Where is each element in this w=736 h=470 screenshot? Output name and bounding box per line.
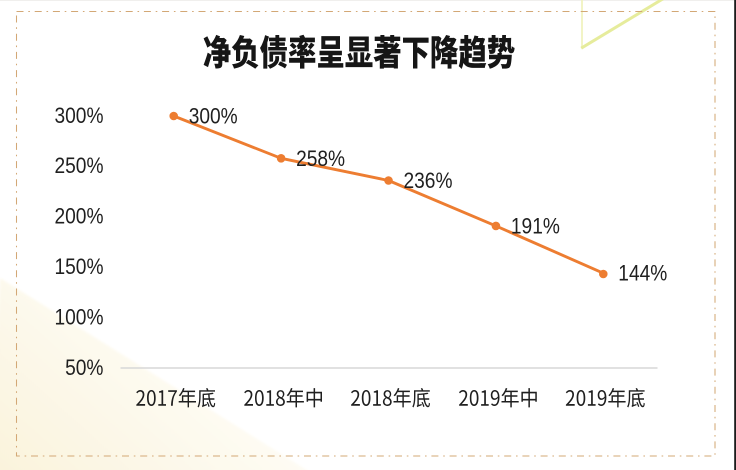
svg-text:250%: 250% [55, 153, 104, 178]
svg-text:191%: 191% [511, 213, 560, 238]
svg-text:300%: 300% [189, 104, 238, 129]
svg-text:300%: 300% [55, 103, 104, 128]
svg-text:200%: 200% [55, 204, 104, 229]
svg-text:50%: 50% [65, 355, 103, 380]
svg-text:236%: 236% [404, 168, 453, 193]
svg-text:150%: 150% [55, 254, 104, 279]
svg-text:258%: 258% [296, 146, 345, 171]
svg-text:144%: 144% [618, 261, 667, 286]
svg-text:100%: 100% [55, 304, 104, 329]
